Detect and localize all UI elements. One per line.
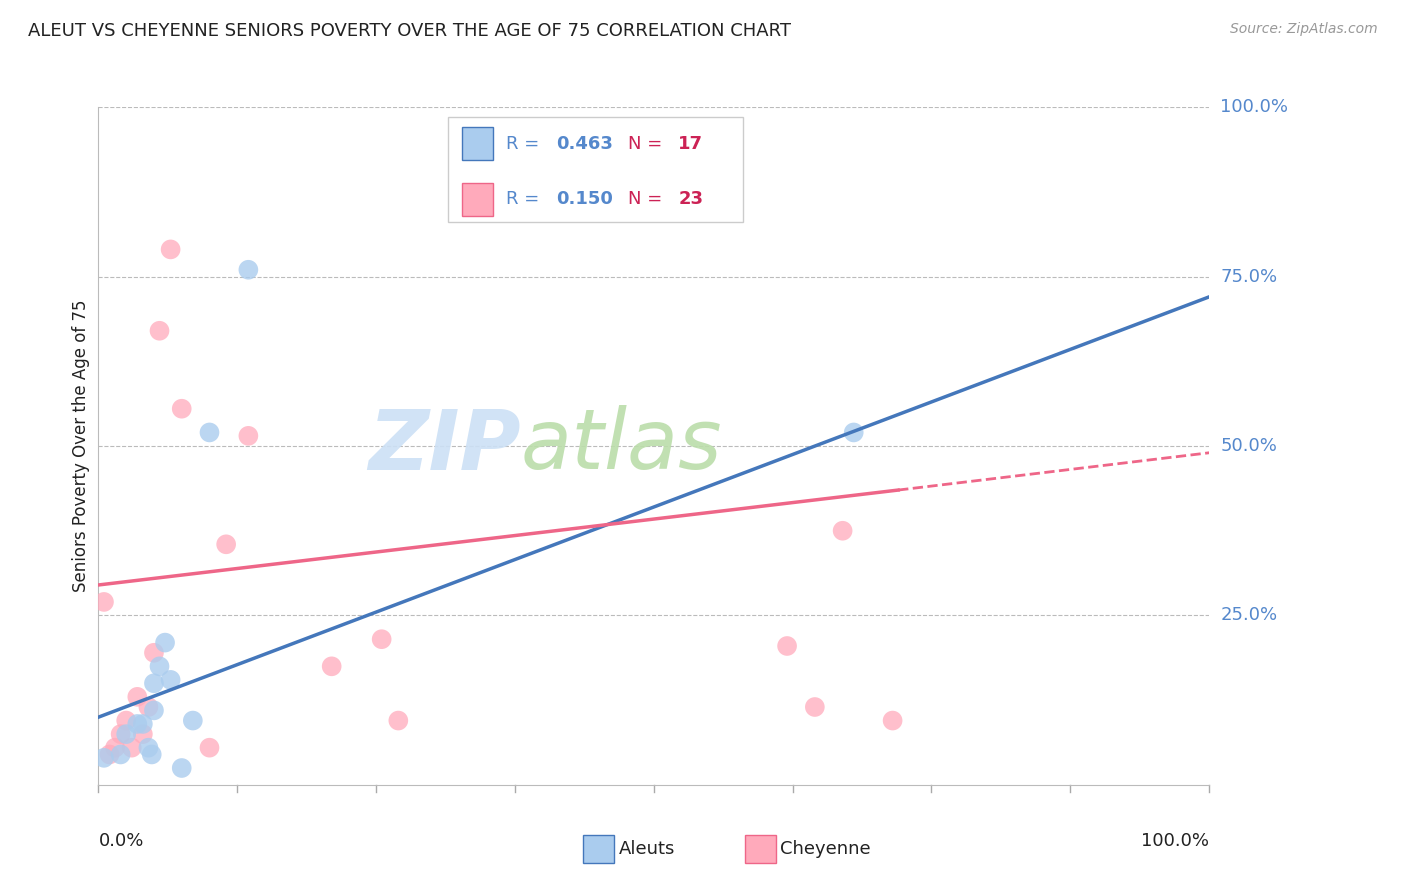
Text: ZIP: ZIP (368, 406, 520, 486)
Point (93, 595, 115, 609)
Point (132, 717, 155, 731)
Text: Cheyenne: Cheyenne (780, 840, 870, 858)
Point (138, 700, 160, 714)
Point (143, 703, 166, 717)
Point (110, 727, 132, 741)
Point (143, 646, 166, 660)
Point (238, 262, 260, 277)
Point (110, 747, 132, 762)
Point (842, 425, 865, 440)
Text: N =: N = (628, 135, 668, 153)
Text: R =: R = (506, 190, 546, 208)
Point (127, 690, 149, 704)
Point (143, 676, 166, 690)
Text: 0.150: 0.150 (555, 190, 613, 208)
Point (159, 243, 181, 257)
Point (141, 747, 163, 762)
Text: 0.463: 0.463 (555, 135, 613, 153)
Point (127, 717, 149, 731)
Point (882, 714, 904, 728)
FancyBboxPatch shape (461, 183, 492, 216)
Text: Aleuts: Aleuts (619, 840, 675, 858)
Point (93, 751, 115, 765)
Text: 100.0%: 100.0% (1142, 832, 1209, 850)
FancyBboxPatch shape (461, 128, 492, 160)
Text: 23: 23 (678, 190, 703, 208)
Point (104, 740, 127, 755)
Point (170, 761, 193, 775)
Text: N =: N = (628, 190, 668, 208)
Point (115, 727, 138, 741)
Point (148, 659, 170, 673)
Text: 100.0%: 100.0% (1220, 98, 1288, 116)
Text: ALEUT VS CHEYENNE SENIORS POVERTY OVER THE AGE OF 75 CORRELATION CHART: ALEUT VS CHEYENNE SENIORS POVERTY OVER T… (28, 22, 792, 40)
Point (215, 537, 238, 551)
Y-axis label: Seniors Poverty Over the Age of 75: Seniors Poverty Over the Age of 75 (72, 300, 90, 592)
Text: R =: R = (506, 135, 546, 153)
Text: Source: ZipAtlas.com: Source: ZipAtlas.com (1230, 22, 1378, 37)
Point (370, 632, 392, 647)
Point (148, 324, 170, 338)
Text: 75.0%: 75.0% (1220, 268, 1278, 285)
Point (121, 740, 143, 755)
Point (170, 401, 193, 416)
Text: 17: 17 (678, 135, 703, 153)
Text: 50.0%: 50.0% (1220, 437, 1277, 455)
Point (831, 524, 853, 538)
Text: 25.0%: 25.0% (1220, 607, 1278, 624)
Point (387, 714, 409, 728)
Point (198, 425, 221, 440)
Point (159, 673, 181, 687)
Point (138, 740, 160, 755)
Point (321, 659, 343, 673)
Point (115, 714, 138, 728)
Point (776, 639, 799, 653)
Point (804, 700, 827, 714)
Point (181, 714, 204, 728)
Text: atlas: atlas (520, 406, 723, 486)
Point (198, 740, 221, 755)
Point (238, 429, 260, 443)
FancyBboxPatch shape (449, 117, 742, 222)
Point (153, 635, 176, 649)
Point (132, 727, 155, 741)
Text: 0.0%: 0.0% (98, 832, 143, 850)
Point (98, 747, 121, 762)
